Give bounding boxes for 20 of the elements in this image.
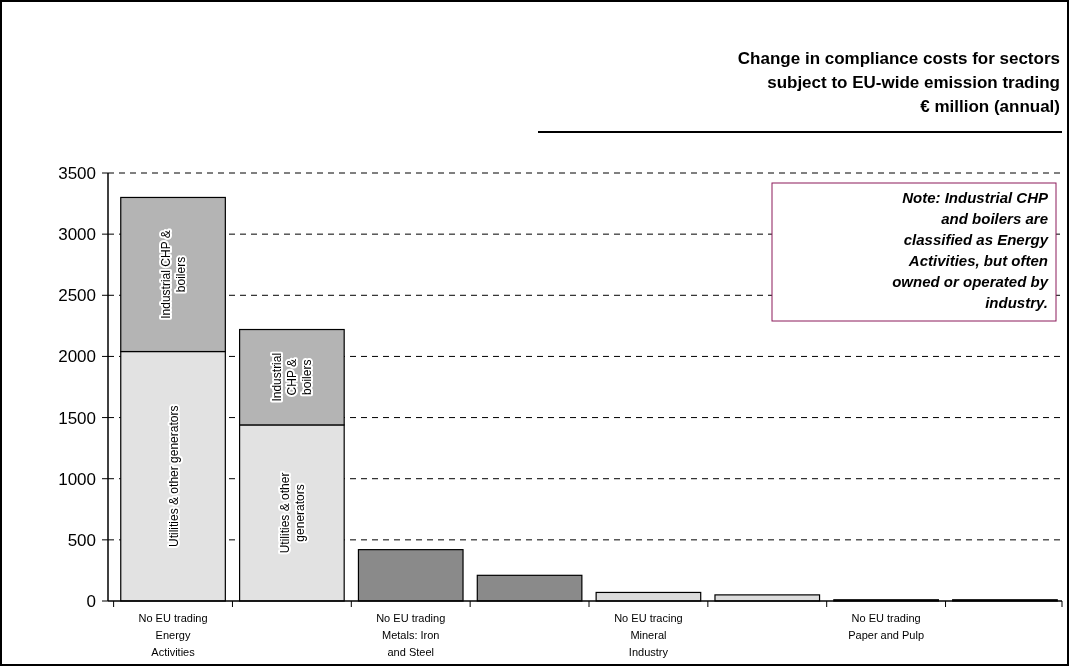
text: Utilities & other generators	[166, 405, 181, 547]
text: Industrial CHP & boilers	[159, 230, 189, 319]
series-label: Industrial CHP & boilers	[270, 352, 315, 402]
y-tick-label: 2000	[58, 347, 96, 367]
y-tick-label: 0	[86, 591, 96, 611]
series-label: Utilities & other generators	[277, 472, 307, 554]
annotation: Note: Industrial CHP and boilers are classified as Energy Activities, but often owned or operated by industry.	[892, 189, 1049, 311]
chart-subtitle: € million (annual)	[920, 97, 1060, 116]
note-box: Note: Industrial CHP and boilers are classified as Energy Activities, but often owned or operated by industry.	[771, 182, 1057, 322]
y-tick-label: 3000	[58, 225, 96, 245]
y-tick-label: 3500	[58, 163, 96, 183]
y-tick-label: 2500	[58, 286, 96, 306]
y-tick-label: 1000	[58, 469, 96, 489]
x-tick-label: No EU trading Energy Activities	[138, 612, 208, 658]
x-tick-label: No EU trading Paper and Pulp	[848, 612, 925, 641]
y-tick-label: 1500	[58, 408, 96, 428]
x-tick-label: No EU trading Metals: Iron and Steel	[376, 612, 446, 658]
x-tick-label: No EU tracing Mineral Industry	[614, 612, 683, 658]
chart-title: Change in compliance costs for sectors subject to EU-wide emission trading	[737, 49, 1060, 92]
y-tick-label: 500	[67, 530, 96, 550]
